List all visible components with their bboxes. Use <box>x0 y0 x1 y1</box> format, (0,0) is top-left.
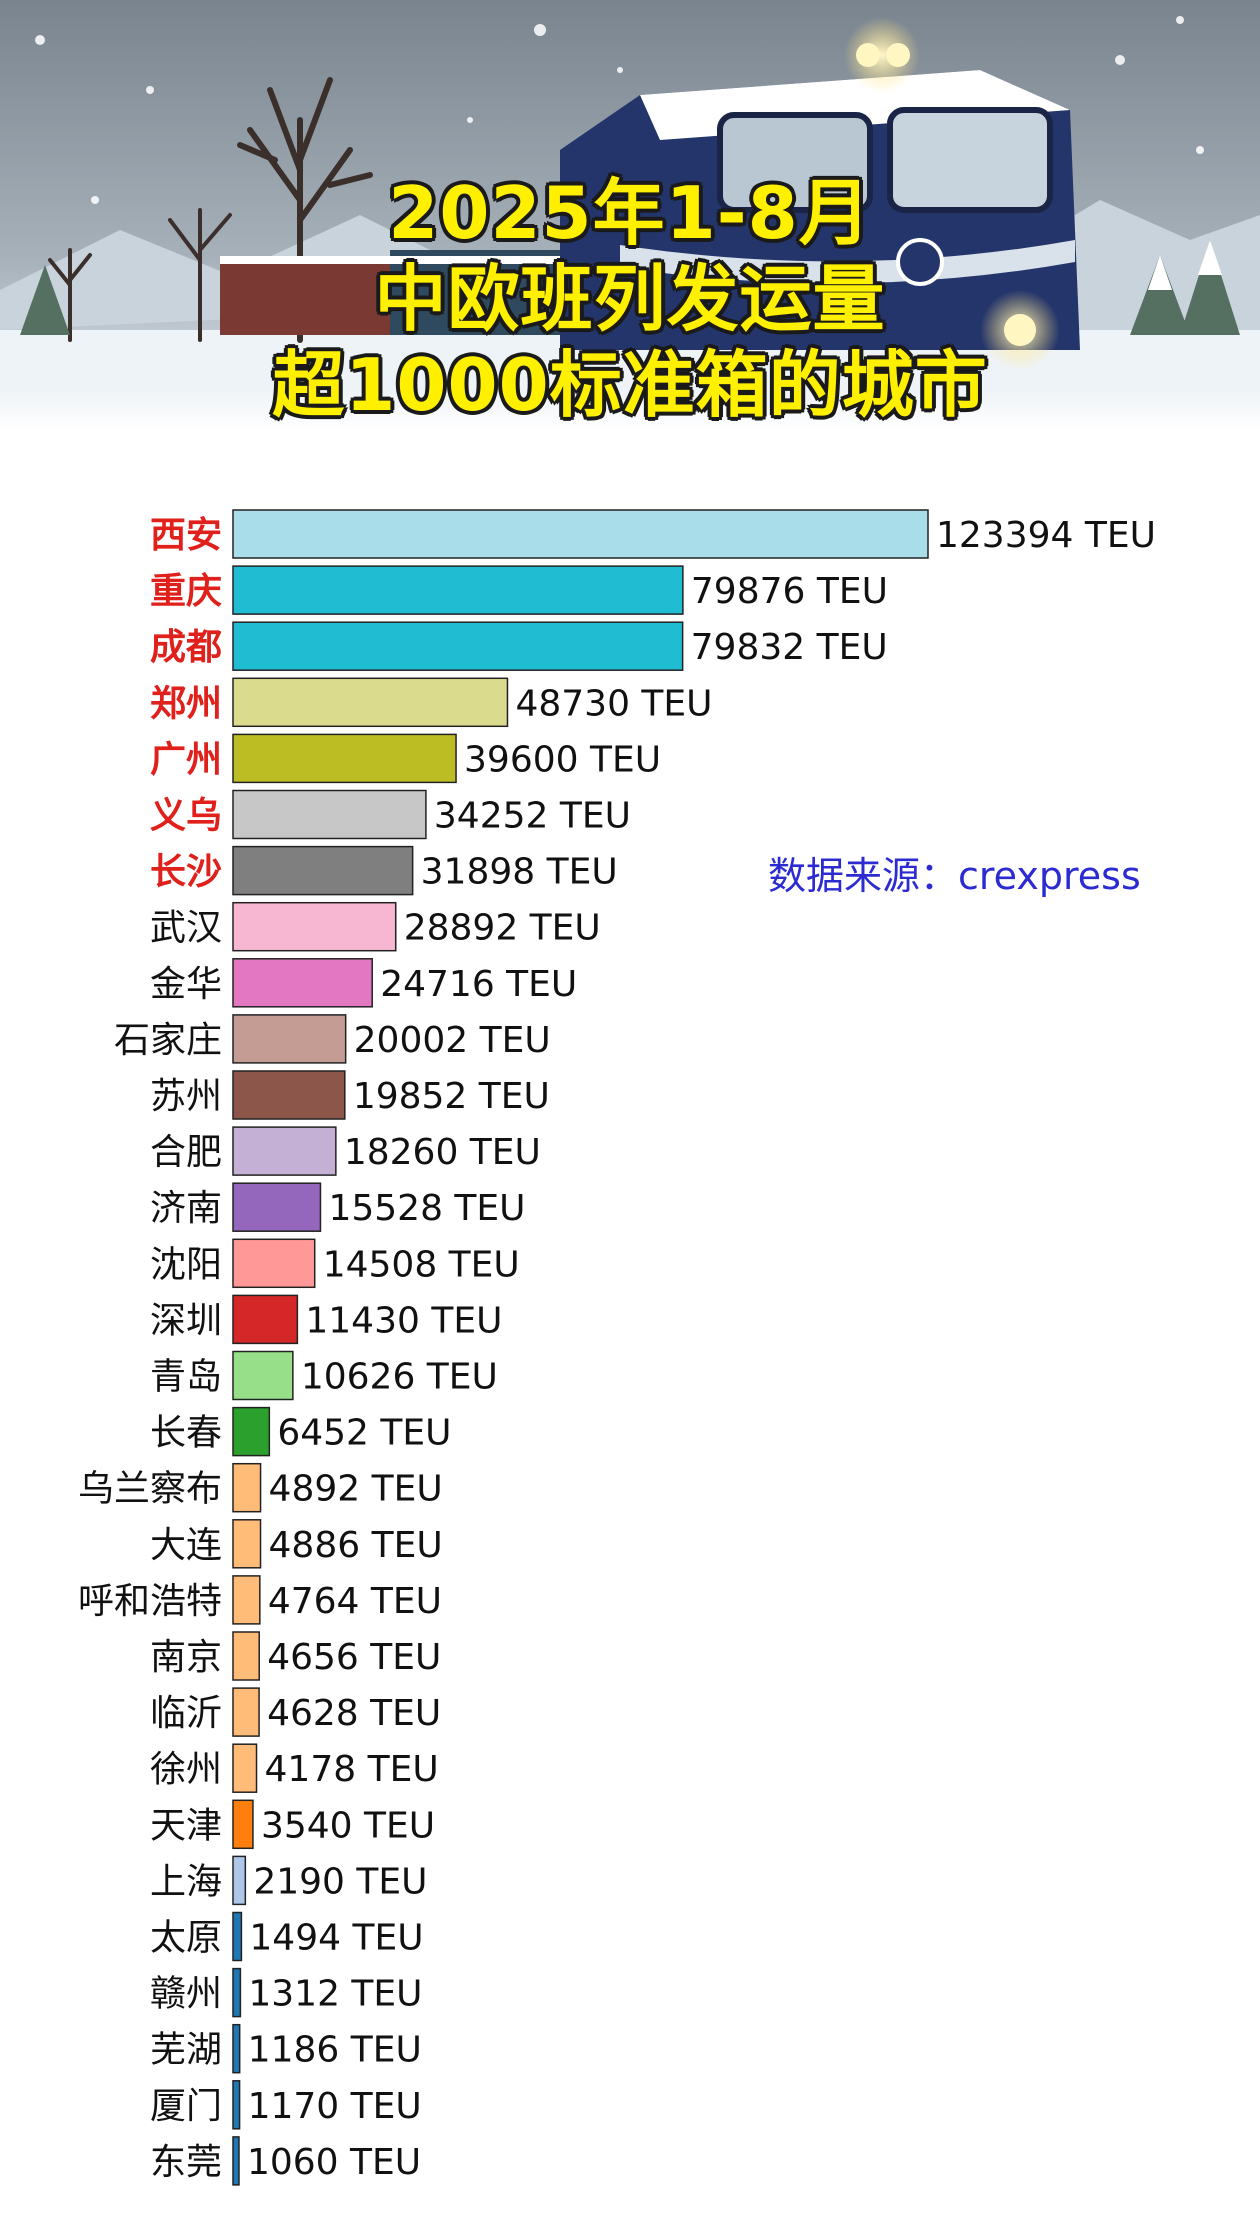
title-line-1: 2025年1-8月 <box>388 171 872 255</box>
value-label: 4178 TEU <box>265 1749 439 1790</box>
category-label: 上海 <box>150 1861 222 1902</box>
category-label: 金华 <box>150 964 222 1005</box>
category-label: 乌兰察布 <box>78 1469 222 1510</box>
bar <box>232 1126 337 1176</box>
value-label: 79832 TEU <box>691 627 888 668</box>
value-label: 1312 TEU <box>248 1974 422 2015</box>
bar <box>232 509 929 559</box>
value-label: 1170 TEU <box>248 2086 422 2127</box>
value-label: 4764 TEU <box>268 1581 442 1622</box>
title-line-2: 中欧班列发运量 <box>374 257 886 341</box>
category-label: 武汉 <box>150 908 222 949</box>
value-label: 6452 TEU <box>277 1413 451 1454</box>
value-label: 15528 TEU <box>328 1188 525 1229</box>
bar <box>232 1182 322 1232</box>
value-label: 11430 TEU <box>305 1300 502 1341</box>
bar <box>232 733 457 784</box>
value-label: 4886 TEU <box>269 1525 443 1566</box>
category-label: 深圳 <box>150 1300 222 1341</box>
bar <box>232 1631 260 1681</box>
title-line-3: 超1000标准箱的城市 <box>272 343 988 427</box>
value-label: 1494 TEU <box>249 1918 423 1959</box>
data-source-note: 数据来源：crexpress <box>768 854 1141 898</box>
category-label: 临沂 <box>150 1693 222 1734</box>
bar <box>232 1070 346 1120</box>
bar <box>232 901 397 952</box>
category-label: 天津 <box>150 1805 222 1846</box>
value-label: 31898 TEU <box>421 852 618 893</box>
category-label: 芜湖 <box>150 2030 222 2071</box>
category-label: 西安 <box>150 515 222 556</box>
bar <box>232 845 414 896</box>
bar <box>232 1294 299 1345</box>
value-label: 3540 TEU <box>261 1805 435 1846</box>
category-label: 重庆 <box>150 571 222 612</box>
bar <box>232 1238 316 1289</box>
category-label: 长沙 <box>150 852 222 893</box>
value-label: 18260 TEU <box>344 1132 541 1173</box>
category-label: 东莞 <box>150 2142 222 2183</box>
bar <box>232 1350 294 1401</box>
value-label: 2190 TEU <box>253 1861 427 1902</box>
bar <box>232 2080 241 2130</box>
bar <box>232 1575 261 1625</box>
category-label: 南京 <box>150 1637 222 1678</box>
value-label: 20002 TEU <box>354 1020 551 1061</box>
bar <box>232 958 373 1008</box>
value-label: 79876 TEU <box>691 571 888 612</box>
value-label: 14508 TEU <box>323 1244 520 1285</box>
category-label: 沈阳 <box>150 1244 222 1285</box>
snowy-train-illustration <box>0 0 1260 430</box>
bar <box>232 2136 240 2186</box>
value-label: 34252 TEU <box>434 796 631 837</box>
category-label: 济南 <box>150 1188 222 1229</box>
value-label: 1060 TEU <box>247 2142 421 2183</box>
bar <box>232 1519 262 1569</box>
bar <box>232 1462 262 1513</box>
category-label: 广州 <box>150 739 222 780</box>
bar <box>232 1687 260 1737</box>
value-label: 48730 TEU <box>515 683 712 724</box>
value-label: 24716 TEU <box>380 964 577 1005</box>
value-label: 1186 TEU <box>248 2030 422 2071</box>
category-label: 赣州 <box>150 1974 222 2015</box>
bar <box>232 1855 247 1906</box>
category-label: 青岛 <box>150 1357 222 1398</box>
bar-chart: 西安 123394 TEU 重庆 79876 TEU 成都 79832 TEU 郑州 4873… <box>0 500 1260 2200</box>
header-illustration <box>0 0 1260 430</box>
bar <box>232 1799 254 1850</box>
category-label: 石家庄 <box>114 1020 222 1061</box>
bar <box>232 565 684 615</box>
category-label: 徐州 <box>150 1749 222 1790</box>
chart-title: 2025年1-8月 中欧班列发运量 超1000标准箱的城市 <box>0 170 1260 428</box>
category-label: 长春 <box>150 1413 222 1454</box>
category-label: 苏州 <box>150 1076 222 1117</box>
value-label: 10626 TEU <box>301 1357 498 1398</box>
value-label: 4628 TEU <box>267 1693 441 1734</box>
value-label: 28892 TEU <box>404 908 601 949</box>
category-label: 呼和浩特 <box>78 1581 222 1622</box>
bar <box>232 1406 271 1457</box>
bar <box>232 2023 241 2074</box>
bar <box>232 789 427 840</box>
category-label: 太原 <box>150 1918 222 1959</box>
bar <box>232 1014 347 1064</box>
value-label: 19852 TEU <box>353 1076 550 1117</box>
category-label: 义乌 <box>150 796 222 837</box>
category-label: 成都 <box>150 627 222 668</box>
bar-chart-svg: 西安 123394 TEU 重庆 79876 TEU 成都 79832 TEU 郑州 4873… <box>78 509 1156 2186</box>
value-label: 39600 TEU <box>464 739 661 780</box>
value-label: 123394 TEU <box>936 515 1156 556</box>
category-label: 合肥 <box>150 1132 222 1173</box>
category-label: 厦门 <box>150 2086 222 2127</box>
bar <box>232 621 684 671</box>
value-label: 4656 TEU <box>267 1637 441 1678</box>
value-label: 4892 TEU <box>269 1469 443 1510</box>
bar <box>232 1911 243 1962</box>
bar <box>232 1967 242 2018</box>
category-label: 郑州 <box>150 683 222 724</box>
category-label: 大连 <box>150 1525 222 1566</box>
bar <box>232 677 509 728</box>
bar <box>232 1743 258 1793</box>
